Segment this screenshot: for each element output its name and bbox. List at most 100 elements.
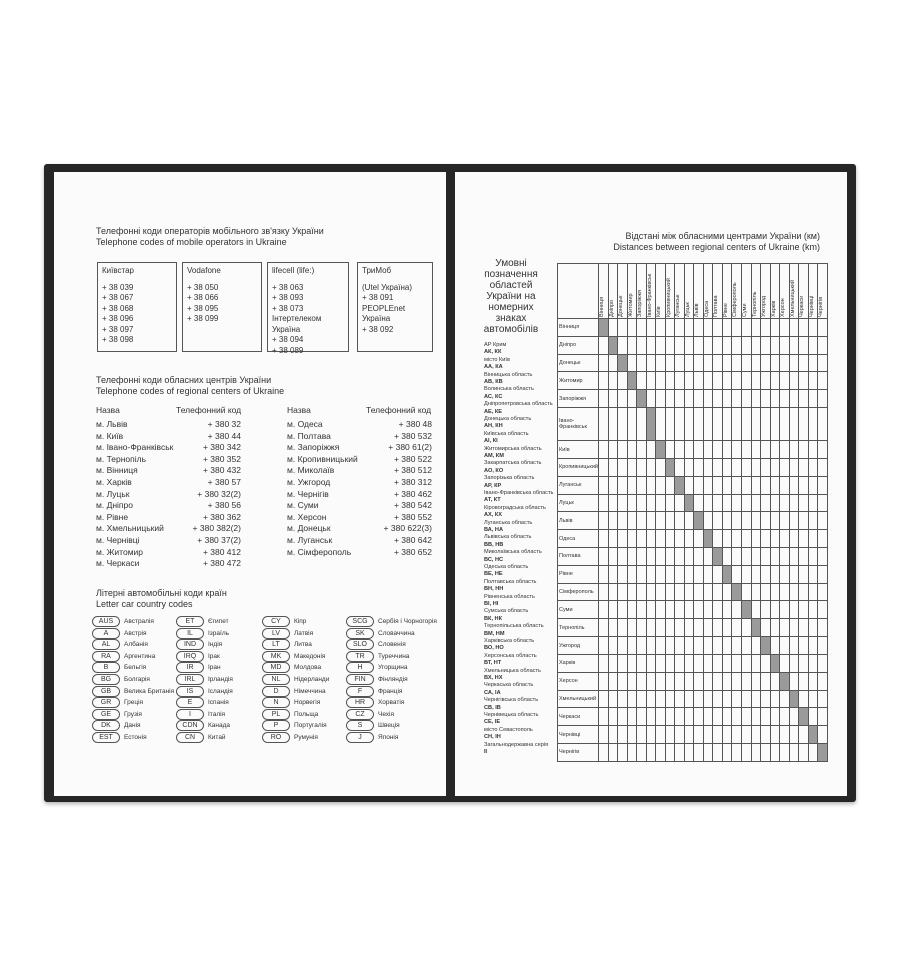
country-code: CN	[176, 732, 204, 743]
cell	[721, 725, 733, 744]
section-subtitle: Telephone codes of regional centers of U…	[96, 386, 285, 396]
cell	[750, 529, 762, 549]
operator-box: lifecell (life:) + 38 063 + 38 093 + 38 073…	[267, 262, 349, 355]
cell	[693, 457, 704, 477]
cell	[769, 318, 781, 337]
cell	[598, 564, 609, 584]
cell	[788, 636, 800, 655]
cell	[683, 407, 695, 442]
cell	[617, 707, 628, 727]
cell	[769, 689, 781, 709]
cell	[655, 547, 666, 566]
cell	[769, 671, 781, 691]
country-code: SLO	[346, 639, 374, 651]
cell	[664, 371, 676, 391]
cell	[702, 582, 714, 602]
country-row: HR Хорватія	[346, 697, 404, 709]
cell	[607, 582, 619, 602]
region-name: Черкаська область	[484, 682, 534, 689]
cell	[817, 547, 828, 566]
cell	[798, 600, 809, 620]
cell	[683, 600, 695, 620]
country-name: Македонія	[294, 652, 326, 660]
cell	[731, 742, 742, 763]
city-name: м. Хмельницький	[96, 523, 164, 534]
cell	[693, 335, 704, 355]
country-code: PL	[262, 708, 290, 720]
country-row: S Швеція	[346, 720, 400, 732]
cell	[607, 564, 619, 584]
row-city: Ужгород	[557, 636, 599, 655]
country-code: IND	[176, 639, 204, 651]
cell	[807, 582, 819, 602]
country-name: Італія	[208, 710, 226, 718]
phone-code: + 380 56	[207, 500, 241, 511]
country-name: Болгарія	[124, 676, 150, 683]
country-code: MK	[262, 650, 290, 662]
cell	[731, 389, 742, 409]
country-code: CY	[262, 616, 290, 627]
cell	[712, 407, 723, 442]
cell	[779, 547, 790, 566]
cell	[636, 707, 647, 727]
row-city: Кропивницький	[557, 457, 599, 477]
cell	[721, 582, 733, 602]
plate-code: ВА, НА	[484, 527, 503, 533]
cell	[712, 511, 723, 531]
cell	[721, 707, 733, 727]
cell	[750, 600, 762, 620]
column-header: Назва	[287, 405, 311, 415]
cell	[798, 742, 809, 763]
column-city: Донецьк	[618, 295, 625, 317]
cell	[636, 511, 647, 531]
cell	[617, 529, 628, 549]
phone-code: + 380 352	[202, 453, 241, 464]
cell	[636, 457, 647, 477]
cell	[740, 389, 752, 409]
region-name: Кіровоградська область	[484, 504, 546, 511]
table-row: Чернівці	[557, 725, 828, 744]
cell	[798, 493, 809, 513]
country-name: Данія	[124, 722, 141, 730]
country-name: Норвегія	[294, 699, 321, 707]
cell	[721, 353, 733, 373]
cell	[636, 725, 647, 744]
cell	[683, 618, 695, 638]
operator-line: + 38 089	[272, 345, 304, 355]
header-cell: Ужгород	[760, 263, 771, 319]
operator-line: + 38 092	[362, 324, 394, 334]
country-row: H Угорщина	[346, 662, 407, 674]
cell	[664, 457, 676, 477]
cell	[626, 636, 638, 655]
table-row: Рівне	[557, 564, 828, 584]
table-row: Тернопіль	[557, 618, 828, 638]
cell	[664, 725, 676, 744]
cell	[760, 529, 771, 549]
cell	[702, 600, 714, 620]
plate-code: АК, КК	[484, 349, 502, 356]
cell	[788, 671, 800, 691]
cell	[626, 582, 638, 602]
cell	[807, 389, 819, 409]
country-row: GB Велика Британія	[92, 685, 174, 698]
cell	[645, 707, 657, 727]
column-city: Івано-Франківськ	[646, 273, 653, 317]
cell	[798, 529, 809, 549]
header-cell: Запоріжжя	[636, 263, 647, 319]
cell	[636, 318, 647, 337]
cell	[760, 407, 771, 442]
cell	[798, 582, 809, 602]
country-code: N	[262, 697, 290, 709]
cell	[731, 440, 742, 459]
cell	[779, 407, 790, 442]
cell	[636, 671, 647, 691]
country-code: GR	[92, 697, 120, 709]
region-name: Хмельницька область	[484, 667, 541, 674]
city-name: м. Полтава	[287, 430, 331, 441]
phone-code: + 380 48	[398, 419, 432, 429]
cell	[598, 582, 609, 602]
country-row: RA Аргентина	[92, 650, 155, 663]
header-cell: Сімферополь	[731, 263, 742, 319]
cell	[645, 600, 657, 620]
country-code: J	[346, 732, 374, 743]
